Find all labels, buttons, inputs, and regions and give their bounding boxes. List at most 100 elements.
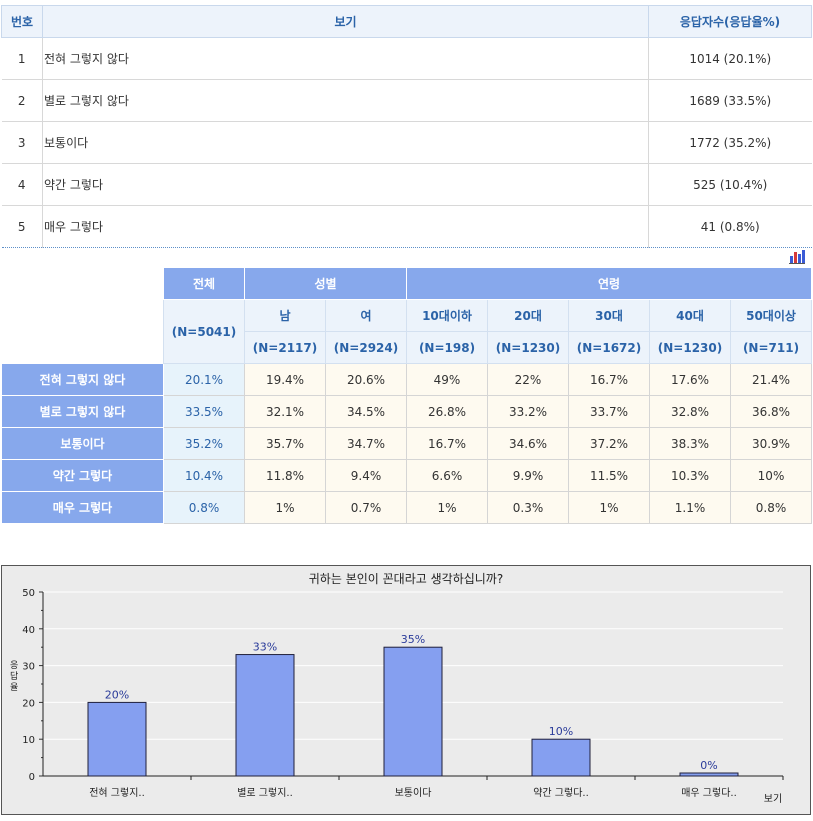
cell: 20.6% [325, 363, 407, 396]
chart-canvas: 귀하는 본인이 꼰대라고 생각하십니까? 0 10 20 30 40 50 응 답 율 20% 전혀 … [10, 572, 784, 805]
table-row: 3 보통이다 1772 (35.2%) [1, 121, 812, 164]
row-number: 2 [1, 79, 43, 122]
row-count: 525 (10.4%) [648, 163, 812, 206]
col-n: (N=198) [406, 331, 488, 364]
bar [679, 772, 739, 777]
row-label: 전혀 그렇지 않다 [1, 363, 164, 396]
x-tick-label: 보통이다 [395, 787, 432, 799]
cell: 9.4% [325, 459, 407, 492]
bar [383, 646, 443, 777]
row-label: 별로 그렇지 않다 [1, 395, 164, 428]
y-tick-label: 20 [22, 698, 35, 709]
table-row: 1 전혀 그렇지 않다 1014 (20.1%) [1, 37, 812, 80]
crosstab-row: 매우 그렇다 0.8% 1% 0.7% 1% 0.3% 1% 1.1% 0.8% [1, 491, 813, 524]
row-number: 3 [1, 121, 43, 164]
cell: 1.1% [649, 491, 731, 524]
x-axis-label: 보기 [764, 793, 782, 805]
cell: 38.3% [649, 427, 731, 460]
row-label: 매우 그렇다 [1, 491, 164, 524]
col-n: (N=1672) [568, 331, 650, 364]
cell: 33.7% [568, 395, 650, 428]
col-label: 20대 [487, 299, 569, 332]
cell: 35.7% [244, 427, 326, 460]
cell: 0.7% [325, 491, 407, 524]
col-n: (N=1230) [487, 331, 569, 364]
crosstab-row: 별로 그렇지 않다 33.5% 32.1% 34.5% 26.8% 33.2% … [1, 395, 813, 428]
data-label: 35% [401, 633, 425, 646]
crosstab-row: 보통이다 35.2% 35.7% 34.7% 16.7% 34.6% 37.2%… [1, 427, 813, 460]
y-tick-label: 30 [22, 662, 35, 673]
header-number: 번호 [1, 5, 43, 38]
row-label: 보통이다 [1, 427, 164, 460]
cell: 0.8% [729, 491, 813, 524]
table-row: 4 약간 그렇다 525 (10.4%) [1, 163, 812, 206]
cell: 6.6% [406, 459, 488, 492]
row-total: 35.2% [163, 427, 245, 460]
response-table-header: 번호 보기 응답자수(응답율%) [1, 5, 812, 38]
col-label: 40대 [649, 299, 731, 332]
response-table: 번호 보기 응답자수(응답율%) 1 전혀 그렇지 않다 1014 (20.1%… [1, 5, 812, 248]
bar [235, 654, 295, 777]
cell: 17.6% [649, 363, 731, 396]
total-n: (N=5041) [163, 299, 245, 364]
y-tick-label: 10 [22, 735, 35, 746]
cell: 33.2% [487, 395, 569, 428]
col-label: 여 [325, 299, 407, 332]
cell: 34.7% [325, 427, 407, 460]
cell: 19.4% [244, 363, 326, 396]
cell: 32.1% [244, 395, 326, 428]
bar-chart: 귀하는 본인이 꼰대라고 생각하십니까? 0 10 20 30 40 50 응 답 율 20% 전혀 … [1, 565, 811, 815]
cell: 21.4% [729, 363, 813, 396]
cell: 36.8% [729, 395, 813, 428]
row-option: 약간 그렇다 [42, 163, 649, 206]
crosstab-row: 약간 그렇다 10.4% 11.8% 9.4% 6.6% 9.9% 11.5% … [1, 459, 813, 492]
x-tick-label: 전혀 그렇지.. [89, 786, 145, 799]
row-total: 33.5% [163, 395, 245, 428]
row-count: 1689 (33.5%) [648, 79, 812, 122]
bar [87, 701, 147, 777]
row-option: 보통이다 [42, 121, 649, 164]
row-count: 1772 (35.2%) [648, 121, 812, 164]
row-count: 41 (0.8%) [648, 205, 812, 248]
data-label: 10% [549, 725, 573, 738]
row-label: 약간 그렇다 [1, 459, 164, 492]
cell: 10.3% [649, 459, 731, 492]
col-n: (N=2117) [244, 331, 326, 364]
cell: 32.8% [649, 395, 731, 428]
group-total: 전체 [163, 267, 245, 300]
data-label: 20% [105, 688, 129, 701]
cell: 30.9% [729, 427, 813, 460]
y-tick-label: 0 [29, 772, 35, 783]
cell: 26.8% [406, 395, 488, 428]
cell: 0.3% [487, 491, 569, 524]
bar-chart-icon[interactable] [789, 250, 805, 264]
corner-blank [1, 267, 164, 364]
col-label: 30대 [568, 299, 650, 332]
row-number: 5 [1, 205, 43, 248]
bar [531, 738, 591, 777]
crosstab-row: 전혀 그렇지 않다 20.1% 19.4% 20.6% 49% 22% 16.7… [1, 363, 813, 396]
cell: 9.9% [487, 459, 569, 492]
cell: 1% [406, 491, 488, 524]
cell: 49% [406, 363, 488, 396]
x-tick-label: 별로 그렇지.. [237, 786, 293, 799]
cell: 22% [487, 363, 569, 396]
row-number: 1 [1, 37, 43, 80]
data-label: 0% [700, 759, 717, 772]
cell: 16.7% [568, 363, 650, 396]
table-row: 5 매우 그렇다 41 (0.8%) [1, 205, 812, 248]
row-option: 매우 그렇다 [42, 205, 649, 248]
cell: 1% [244, 491, 326, 524]
row-count: 1014 (20.1%) [648, 37, 812, 80]
group-age: 연령 [405, 267, 813, 300]
data-label: 33% [253, 641, 277, 654]
header-count: 응답자수(응답율%) [648, 5, 812, 38]
crosstab-table: 전체 성별 연령 (N=5041) 남 여 10대이하 20대 30대 40대 … [1, 267, 813, 524]
cell: 1% [568, 491, 650, 524]
x-tick-label: 약간 그렇다.. [533, 786, 589, 799]
row-number: 4 [1, 163, 43, 206]
row-option: 전혀 그렇지 않다 [42, 37, 649, 80]
col-label: 남 [244, 299, 326, 332]
col-n: (N=711) [729, 331, 813, 364]
